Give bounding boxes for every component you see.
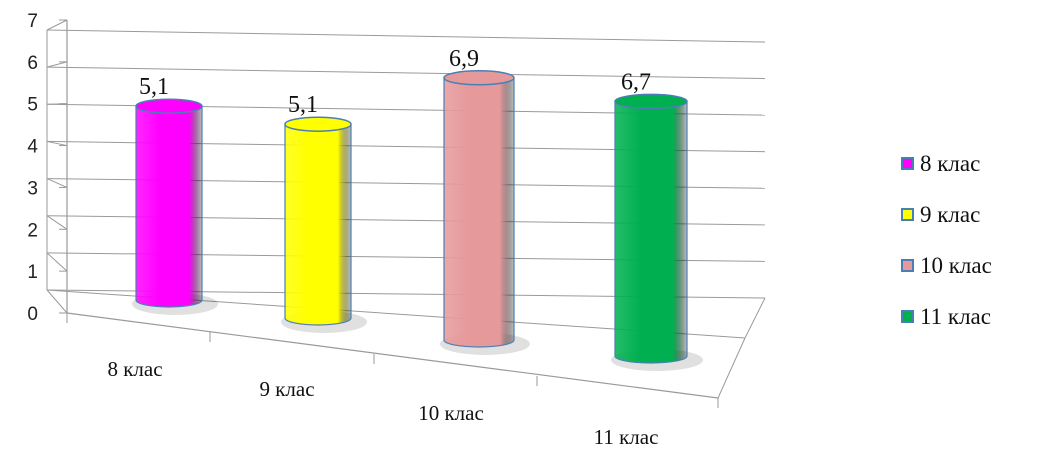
x-tick-label: 11 клас xyxy=(594,425,659,449)
side-gridline xyxy=(46,178,68,188)
bar-body xyxy=(135,105,203,308)
bar-body xyxy=(443,77,515,348)
x-tick-label: 9 клас xyxy=(259,377,314,401)
bar-top xyxy=(135,98,203,114)
x-axis-labels: 8 клас 9 клас 10 клас 11 клас xyxy=(107,357,658,449)
x-tick-label: 10 клас xyxy=(418,401,484,425)
legend-label: 10 клас xyxy=(920,252,992,278)
side-gridline xyxy=(46,140,68,147)
data-label: 5,1 xyxy=(288,92,318,118)
gridline xyxy=(46,66,766,80)
y-tick-label: 7 xyxy=(27,11,38,32)
bar-cylinder xyxy=(440,70,530,355)
bars xyxy=(132,70,703,371)
x-axis-line xyxy=(66,312,719,399)
bar-cylinder xyxy=(132,98,218,315)
axes xyxy=(59,19,719,408)
side-gridline xyxy=(46,215,68,230)
legend-item: 9 клас xyxy=(901,189,1041,240)
y-tick-label: 0 xyxy=(27,304,38,325)
legend-swatch xyxy=(901,259,914,272)
legend-label: 8 клас xyxy=(920,150,981,176)
y-tick-label: 2 xyxy=(27,220,38,241)
legend-label: 11 клас xyxy=(920,303,991,329)
bar-top xyxy=(284,116,352,132)
side-gridline xyxy=(46,289,68,314)
data-label: 6,9 xyxy=(449,46,479,72)
bar-cylinder xyxy=(281,116,367,333)
bar-top xyxy=(614,93,688,110)
legend-swatch xyxy=(901,157,914,170)
data-label: 5,1 xyxy=(139,74,169,100)
x-tick-label: 8 клас xyxy=(107,357,162,381)
bar-body xyxy=(284,123,352,326)
y-tick-label: 1 xyxy=(27,262,38,283)
legend-item: 8 клас xyxy=(901,138,1041,189)
y-tick-label: 6 xyxy=(27,53,38,74)
floor-right-edge xyxy=(744,297,766,339)
side-gridline xyxy=(46,61,68,68)
legend: 8 клас 9 клас 10 клас 11 клас xyxy=(901,138,1041,342)
data-labels: 5,1 5,1 6,9 6,7 xyxy=(139,46,651,118)
legend-swatch xyxy=(901,208,914,221)
legend-item: 10 клас xyxy=(901,240,1041,291)
legend-swatch xyxy=(901,310,914,323)
legend-label: 9 клас xyxy=(920,201,981,227)
y-tick-label: 3 xyxy=(27,178,38,199)
bar-top xyxy=(443,70,515,86)
y-tick-label: 4 xyxy=(27,137,38,158)
floor-front-right-edge xyxy=(717,337,746,399)
bar-cylinder xyxy=(611,93,703,371)
side-gridline xyxy=(46,19,68,31)
side-gridline xyxy=(46,252,68,272)
legend-item: 11 клас xyxy=(901,291,1041,342)
gridline xyxy=(46,29,766,43)
bar-body xyxy=(614,100,688,364)
y-tick-label: 5 xyxy=(27,95,38,116)
data-label: 6,7 xyxy=(621,69,651,95)
y-axis-ticks: 0 1 2 3 4 5 6 7 xyxy=(27,11,38,325)
